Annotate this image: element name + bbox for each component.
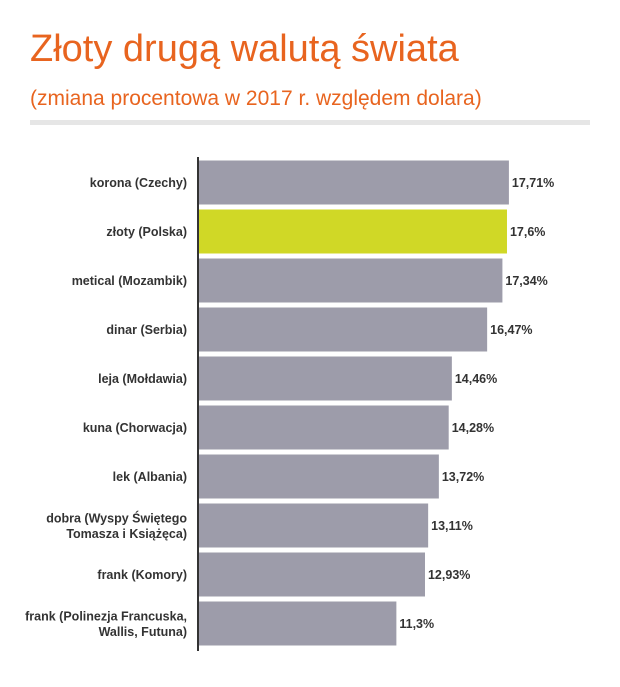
- category-label-4: leja (Mołdawia): [98, 372, 187, 386]
- bar-1: [198, 209, 507, 254]
- category-label-7: dobra (Wyspy Świętego Tomasza i Książęca): [46, 510, 187, 541]
- category-label-6: lek (Albania): [113, 470, 187, 484]
- bar-9: [198, 601, 397, 646]
- category-label-9: frank (Polinezja Francuska, Wallis, Futun…: [25, 609, 187, 639]
- value-label-8: 12,93%: [428, 568, 470, 582]
- value-label-1: 17,6%: [510, 225, 545, 239]
- value-label-2: 17,34%: [505, 274, 547, 288]
- bar-5: [198, 405, 449, 450]
- category-label-5: kuna (Chorwacja): [83, 421, 187, 435]
- chart-subtitle: (zmiana procentowa w 2017 r. względem do…: [30, 87, 482, 110]
- chart-title: Złoty drugą walutą świata: [30, 28, 459, 70]
- divider: [30, 120, 590, 125]
- category-label-1: złoty (Polska): [106, 225, 187, 239]
- value-label-0: 17,71%: [512, 176, 554, 190]
- bar-7: [198, 503, 429, 548]
- value-label-9: 11,3%: [399, 617, 434, 631]
- value-label-4: 14,46%: [455, 372, 497, 386]
- category-label-3: dinar (Serbia): [106, 323, 187, 337]
- bar-3: [198, 307, 488, 352]
- category-label-8: frank (Komory): [97, 568, 187, 582]
- bar-6: [198, 454, 439, 499]
- value-label-6: 13,72%: [442, 470, 484, 484]
- bar-4: [198, 356, 452, 401]
- bar-8: [198, 552, 425, 597]
- value-label-7: 13,11%: [431, 519, 473, 533]
- value-label-5: 14,28%: [452, 421, 494, 435]
- bar-0: [198, 160, 509, 205]
- value-label-3: 16,47%: [490, 323, 532, 337]
- category-label-0: korona (Czechy): [90, 176, 187, 190]
- category-label-2: metical (Mozambik): [72, 274, 187, 288]
- bar-2: [198, 258, 503, 303]
